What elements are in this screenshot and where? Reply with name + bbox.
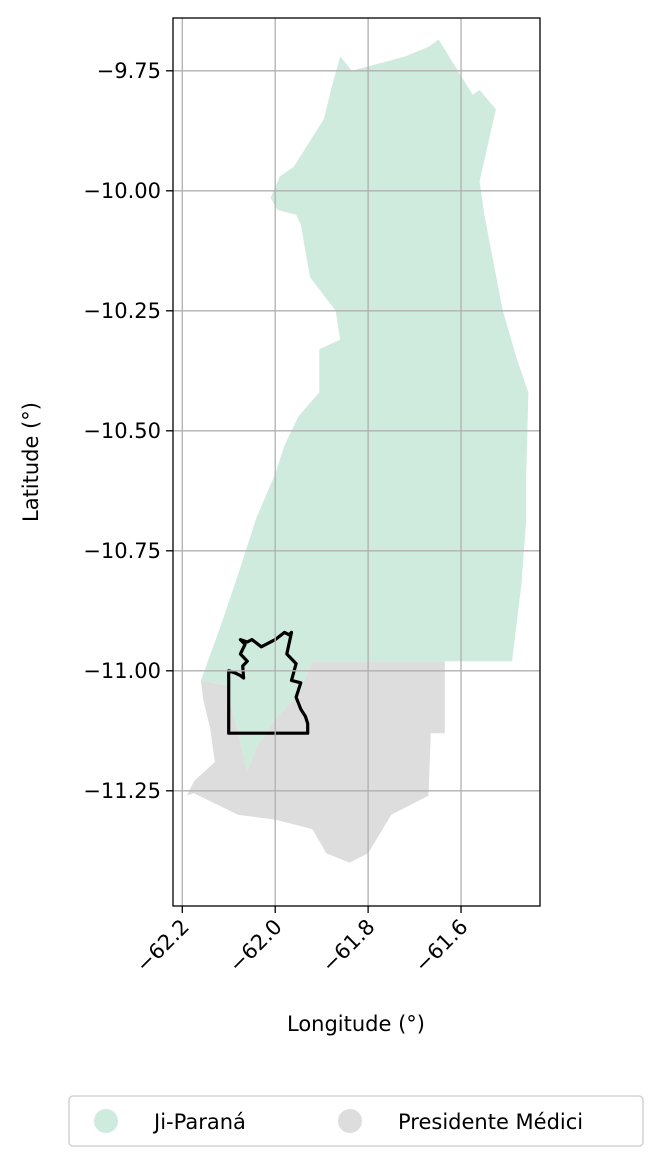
- boundary-outline: [227, 630, 310, 735]
- region-presidente-medici: [186, 661, 445, 863]
- y-tick-label: −11.00: [83, 659, 161, 683]
- x-tick-label: −61.6: [410, 915, 472, 977]
- y-tick-label: −9.75: [97, 59, 161, 83]
- plot-frame: [172, 17, 541, 907]
- outline-layer: [227, 630, 310, 735]
- y-axis-label: Latitude (°): [19, 402, 43, 522]
- y-tick-label: −10.50: [83, 419, 161, 443]
- y-tick-label: −11.25: [83, 779, 161, 803]
- legend-marker-ji-parana: [94, 1109, 118, 1133]
- y-tick-label: −10.75: [83, 539, 161, 563]
- x-axis-label: Longitude (°): [287, 1012, 425, 1036]
- legend: Ji-Paraná Presidente Médici: [68, 1095, 644, 1147]
- legend-label-presidente-medici: Presidente Médici: [398, 1110, 583, 1134]
- x-tick-label: −62.2: [131, 915, 193, 977]
- legend-label-ji-parana: Ji-Paraná: [152, 1110, 246, 1134]
- legend-marker-presidente-medici: [338, 1109, 362, 1133]
- y-ticks: −9.75 −10.00 −10.25 −10.50 −10.75 −11.00 −11.2…: [83, 59, 173, 803]
- region-ji-parana: [200, 39, 529, 772]
- x-ticks: −62.2 −62.0 −61.8 −61.6: [131, 906, 473, 977]
- grid-layer: [173, 18, 540, 906]
- x-tick-label: −61.8: [317, 915, 379, 977]
- y-tick-label: −10.25: [83, 299, 161, 323]
- y-tick-label: −10.00: [83, 179, 161, 203]
- region-layer: [186, 39, 529, 863]
- x-tick-label: −62.0: [224, 915, 286, 977]
